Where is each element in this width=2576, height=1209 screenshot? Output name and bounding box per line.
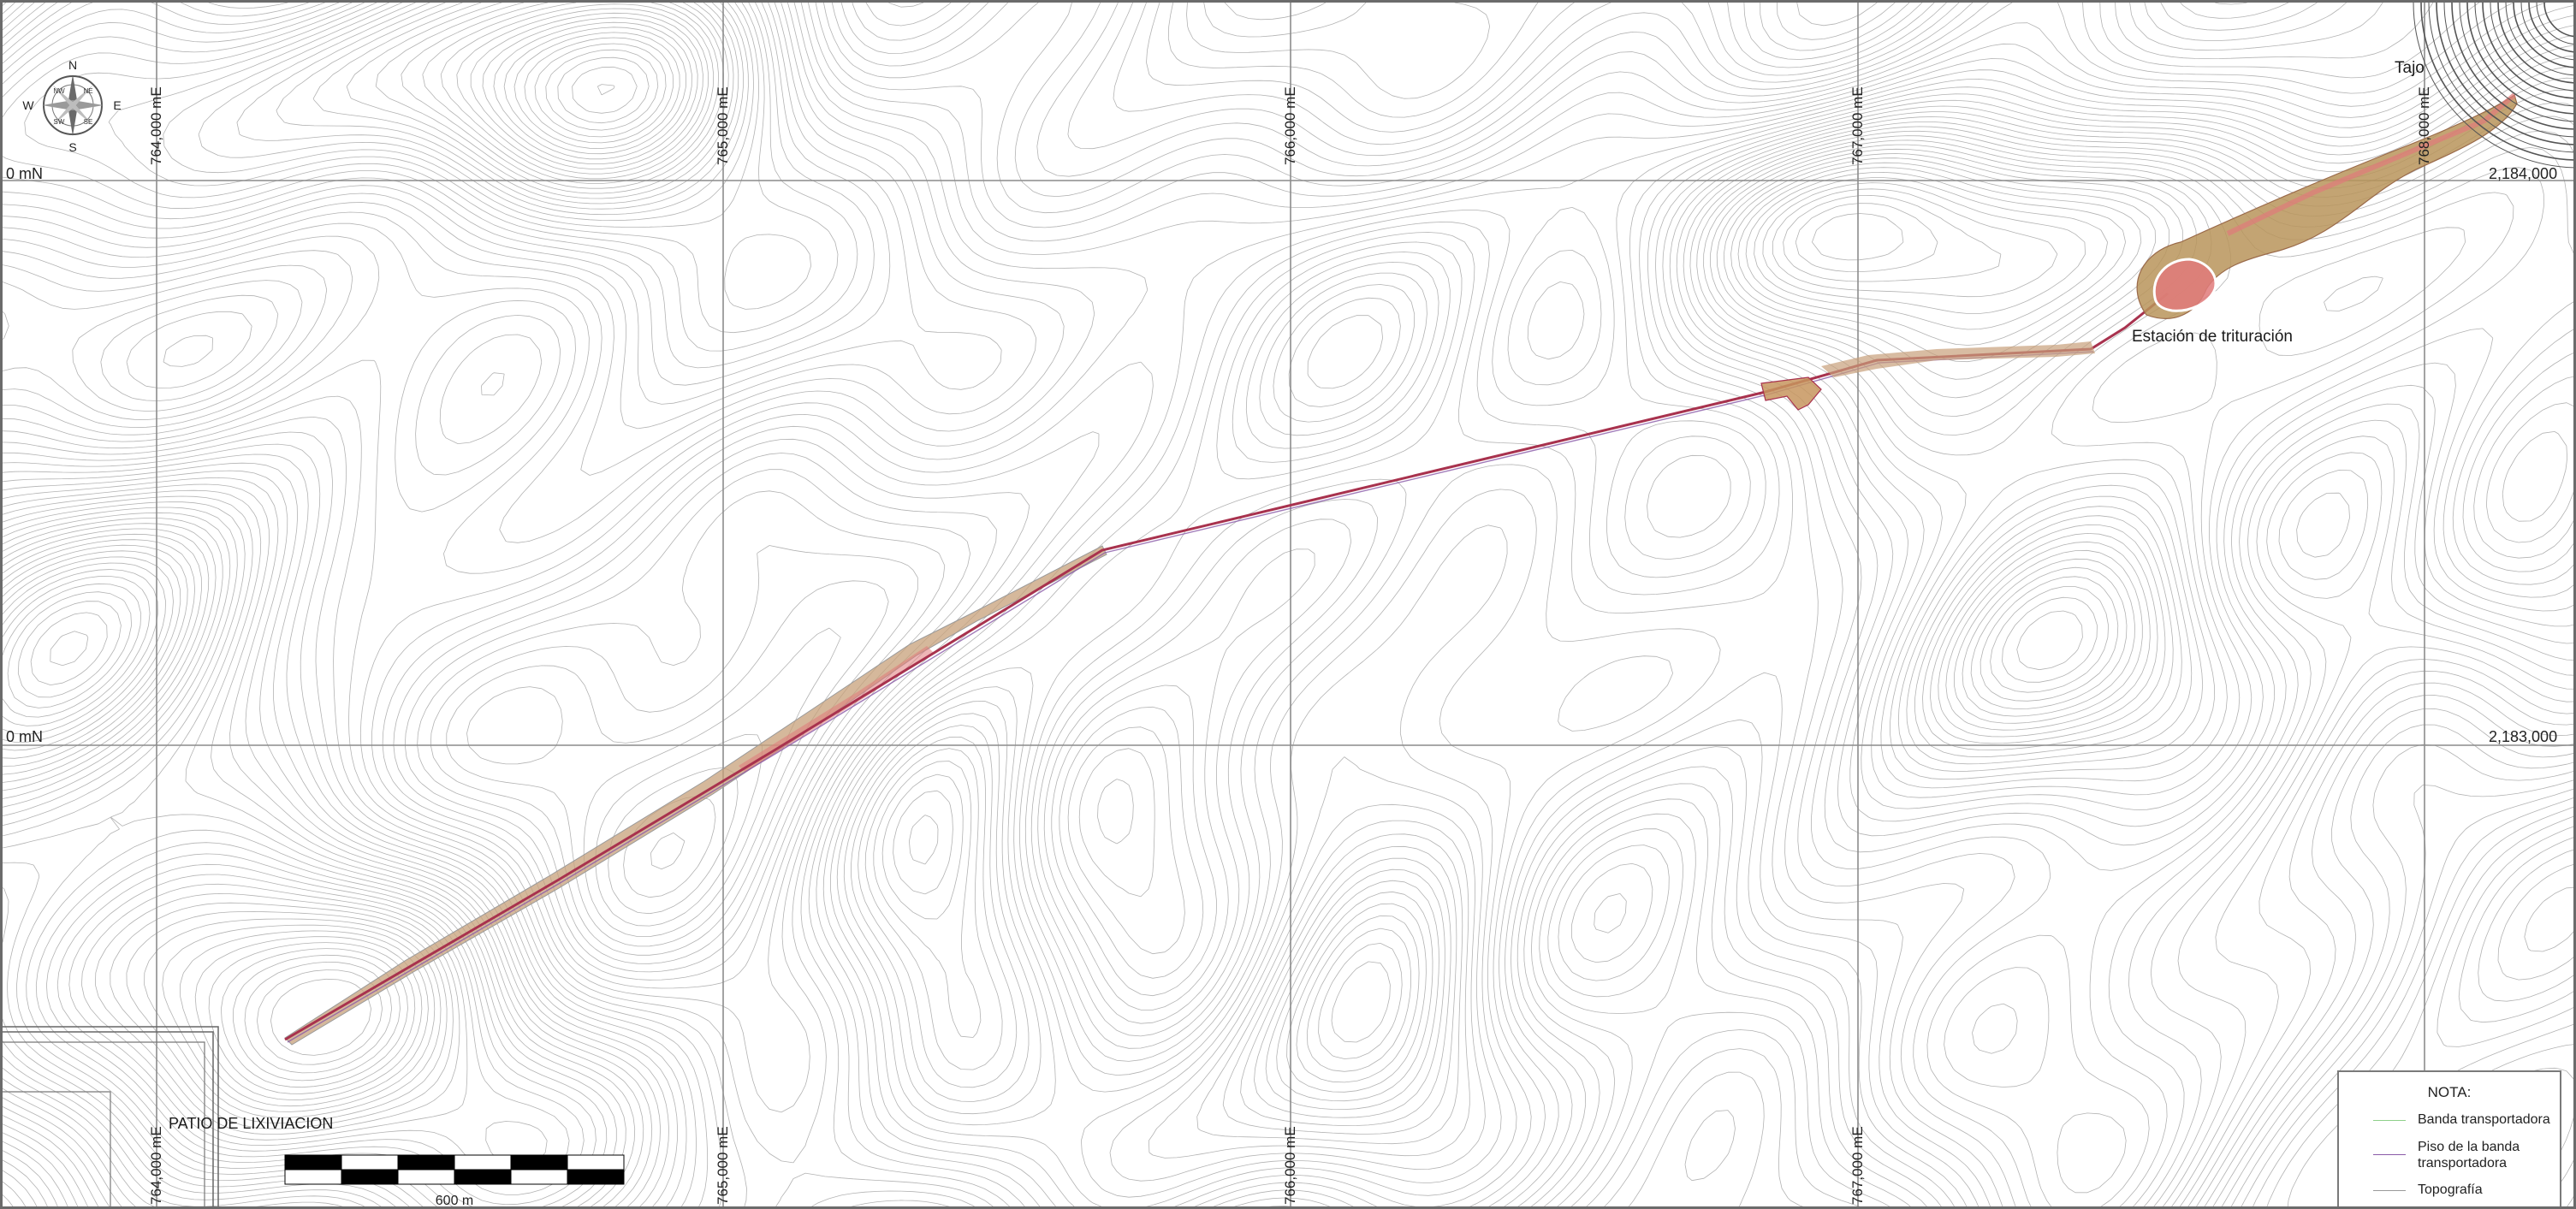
northing-label-left-2183000: 0 mN: [6, 728, 44, 745]
conveyor-platform-ne: [1821, 341, 2095, 377]
compass-s: S: [68, 140, 76, 154]
pit-bench-4: [2513, 3, 2573, 68]
easting-label-bottom-765000: 765,000 mE: [715, 1126, 731, 1205]
compass-ne: NE: [83, 87, 92, 95]
pit-benches: [2413, 3, 2573, 169]
pit-bench-1: [2536, 3, 2573, 45]
pit-bench-15: [2428, 3, 2573, 153]
scale-segment-3-1: [454, 1169, 512, 1185]
easting-label-top-767000: 767,000 mE: [1849, 86, 1866, 165]
leach-pad-label: PATIO DE LIXIVIACION: [169, 1115, 334, 1132]
legend: NOTA: Banda transportadora Piso de la ba…: [2337, 1070, 2561, 1206]
pit-bench-6: [2497, 3, 2573, 84]
pit-label: Tajo: [2395, 59, 2425, 77]
pit-bench-11: [2459, 3, 2573, 122]
scale-bar-label: 600 m: [436, 1194, 473, 1208]
pit-bench-5: [2505, 3, 2573, 76]
scale-segment-0-1: [284, 1169, 342, 1185]
legend-label-topografia: Topografía: [2418, 1182, 2483, 1197]
pit-bench-8: [2482, 3, 2573, 99]
northing-label-left-2184000: 0 mN: [6, 165, 44, 182]
pit-bench-10: [2466, 3, 2573, 115]
pit-bench-3: [2520, 3, 2573, 61]
compass-n: N: [68, 58, 77, 72]
conveyor-platform-sw: [284, 545, 1107, 1046]
crusher-label: Estación de trituración: [2132, 328, 2293, 346]
compass-nw: NW: [53, 87, 65, 95]
crusher-pad: [2152, 258, 2217, 312]
pit-bench-14: [2436, 3, 2573, 145]
easting-label-top-768000: 768,000 mE: [2416, 86, 2432, 165]
northing-label-right-2183000: 2,183,000: [2489, 728, 2558, 745]
pit-bench-13: [2443, 3, 2573, 138]
topographic-map[interactable]: [3, 3, 2576, 1209]
easting-label-top-765000: 765,000 mE: [715, 86, 731, 165]
leach-pad-outline: [3, 1026, 219, 1206]
legend-title: NOTA:: [2427, 1084, 2472, 1100]
crusher-platform: [2136, 93, 2518, 319]
conveyor-line: [284, 292, 2169, 1041]
compass-sw: SW: [54, 118, 65, 126]
conveyor-route: [284, 92, 2518, 1046]
pit-bench-12: [2451, 3, 2573, 130]
northing-label-right-2184000: 2,184,000: [2489, 165, 2558, 182]
pit-bench-7: [2490, 3, 2573, 92]
easting-label-bottom-766000: 766,000 mE: [1282, 1126, 1298, 1205]
pit-access-road: [2226, 92, 2516, 236]
scale-segment-1-0: [341, 1154, 399, 1170]
easting-label-top-766000: 766,000 mE: [1282, 86, 1298, 165]
scale-segment-4-0: [510, 1154, 568, 1170]
scale-bar: 600 m: [284, 1154, 625, 1208]
contour-lines: [3, 3, 2573, 1206]
legend-label-piso: Piso de la banda transportadora: [2418, 1140, 2520, 1170]
contour-path: [3, 3, 2573, 1206]
compass-se: SE: [84, 118, 93, 126]
pit-bench-16: [2420, 3, 2573, 161]
compass-e: E: [113, 98, 121, 112]
scale-segment-4-1: [510, 1169, 568, 1185]
pit-bench-17: [2413, 3, 2573, 169]
scale-segment-1-1: [341, 1169, 399, 1185]
pit-bench-0: [2543, 3, 2573, 38]
legend-swatch-banda: [2373, 1120, 2406, 1121]
scale-segment-5-0: [567, 1154, 625, 1170]
scale-segment-0-0: [284, 1154, 342, 1170]
scale-segment-2-0: [397, 1154, 455, 1170]
legend-swatch-topografia: [2373, 1190, 2406, 1191]
pit-bench-2: [2528, 3, 2573, 53]
compass-w: W: [22, 98, 34, 112]
scale-segment-3-0: [454, 1154, 512, 1170]
easting-label-top-764000: 764,000 mE: [148, 86, 164, 165]
legend-swatch-piso: [2373, 1154, 2406, 1155]
scale-segment-2-1: [397, 1169, 455, 1185]
legend-label-banda: Banda transportadora: [2418, 1112, 2550, 1127]
conveyor-floor: [287, 351, 2094, 1043]
scale-segment-5-1: [567, 1169, 625, 1185]
pit-bench-9: [2474, 3, 2573, 107]
easting-label-bottom-767000: 767,000 mE: [1849, 1126, 1866, 1205]
compass-rose: N S E W NW NE SW SE: [22, 58, 121, 154]
coordinate-grid: [3, 3, 2573, 1206]
transfer-platform: [1760, 376, 1822, 411]
